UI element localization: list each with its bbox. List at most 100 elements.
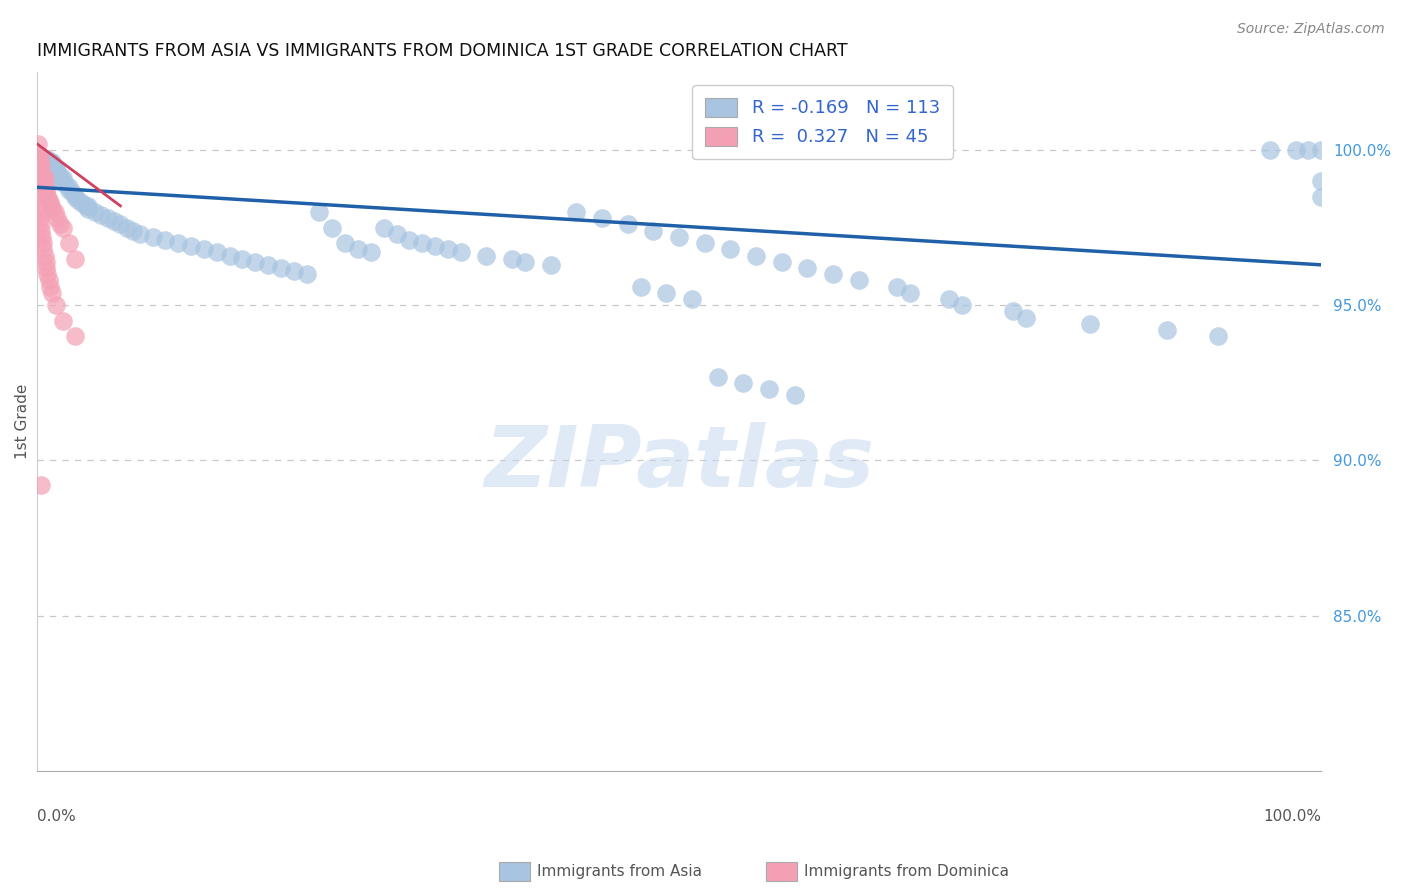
- Point: [205, 245, 228, 260]
- Point: [423, 239, 446, 253]
- Point: [37, 267, 59, 281]
- Point: [37, 159, 59, 173]
- Point: [41, 161, 63, 176]
- Point: [38, 155, 60, 169]
- Point: [411, 236, 433, 251]
- Point: [706, 369, 728, 384]
- Point: [30, 159, 52, 173]
- Point: [45, 298, 67, 312]
- Point: [27, 149, 49, 163]
- Point: [37, 153, 59, 167]
- Point: [32, 243, 55, 257]
- Point: [1310, 189, 1333, 203]
- Point: [65, 329, 87, 343]
- Point: [141, 230, 163, 244]
- Point: [62, 186, 84, 201]
- Point: [58, 180, 80, 194]
- Point: [475, 248, 498, 262]
- Point: [37, 155, 59, 169]
- Point: [42, 161, 65, 176]
- Point: [218, 248, 240, 262]
- Point: [1001, 304, 1024, 318]
- Point: [75, 199, 97, 213]
- Point: [27, 189, 49, 203]
- Point: [758, 382, 780, 396]
- Point: [31, 230, 53, 244]
- Point: [32, 155, 55, 169]
- Y-axis label: 1st Grade: 1st Grade: [15, 384, 30, 459]
- Point: [28, 153, 51, 167]
- Point: [38, 159, 60, 173]
- Point: [643, 224, 665, 238]
- Point: [28, 153, 51, 167]
- Point: [35, 254, 58, 268]
- Point: [52, 220, 75, 235]
- Point: [31, 159, 53, 173]
- Point: [30, 165, 52, 179]
- Point: [1208, 329, 1230, 343]
- Point: [83, 205, 105, 219]
- Point: [35, 186, 58, 201]
- Point: [38, 195, 60, 210]
- Point: [52, 174, 75, 188]
- Point: [28, 161, 51, 176]
- Point: [1298, 143, 1320, 157]
- Point: [35, 155, 58, 169]
- Point: [848, 273, 870, 287]
- Point: [385, 227, 408, 241]
- Point: [437, 243, 460, 257]
- Point: [398, 233, 420, 247]
- Point: [28, 211, 51, 226]
- Point: [565, 205, 588, 219]
- Point: [77, 202, 100, 216]
- Point: [41, 285, 63, 300]
- Point: [45, 161, 67, 176]
- Point: [450, 245, 472, 260]
- Point: [31, 168, 53, 182]
- Point: [41, 155, 63, 169]
- Point: [30, 224, 52, 238]
- Point: [37, 273, 59, 287]
- Point: [58, 183, 80, 197]
- Point: [898, 285, 921, 300]
- Point: [32, 159, 55, 173]
- Point: [34, 248, 56, 262]
- Point: [783, 388, 806, 402]
- Point: [28, 155, 51, 169]
- Point: [32, 236, 55, 251]
- Point: [938, 292, 960, 306]
- Point: [27, 136, 49, 151]
- Point: [30, 478, 52, 492]
- Point: [360, 245, 382, 260]
- Point: [167, 236, 190, 251]
- Point: [30, 218, 52, 232]
- Legend: R = -0.169   N = 113, R =  0.327   N = 45: R = -0.169 N = 113, R = 0.327 N = 45: [692, 85, 953, 159]
- Point: [333, 236, 356, 251]
- Point: [39, 199, 62, 213]
- Text: 100.0%: 100.0%: [1263, 809, 1322, 824]
- Point: [70, 195, 93, 210]
- Point: [37, 161, 59, 176]
- Point: [1015, 310, 1038, 325]
- Point: [32, 177, 55, 191]
- Point: [39, 159, 62, 173]
- Point: [950, 298, 973, 312]
- Point: [540, 258, 562, 272]
- Point: [513, 254, 536, 268]
- Point: [28, 205, 51, 219]
- Point: [31, 153, 53, 167]
- Point: [180, 239, 202, 253]
- Point: [52, 314, 75, 328]
- Point: [193, 243, 215, 257]
- Point: [67, 193, 90, 207]
- Point: [295, 267, 318, 281]
- Point: [693, 236, 716, 251]
- Point: [49, 170, 72, 185]
- Point: [373, 220, 395, 235]
- Point: [44, 205, 66, 219]
- Point: [46, 211, 69, 226]
- Text: IMMIGRANTS FROM ASIA VS IMMIGRANTS FROM DOMINICA 1ST GRADE CORRELATION CHART: IMMIGRANTS FROM ASIA VS IMMIGRANTS FROM …: [37, 42, 848, 60]
- Point: [270, 260, 292, 275]
- Point: [720, 243, 742, 257]
- Point: [30, 155, 52, 169]
